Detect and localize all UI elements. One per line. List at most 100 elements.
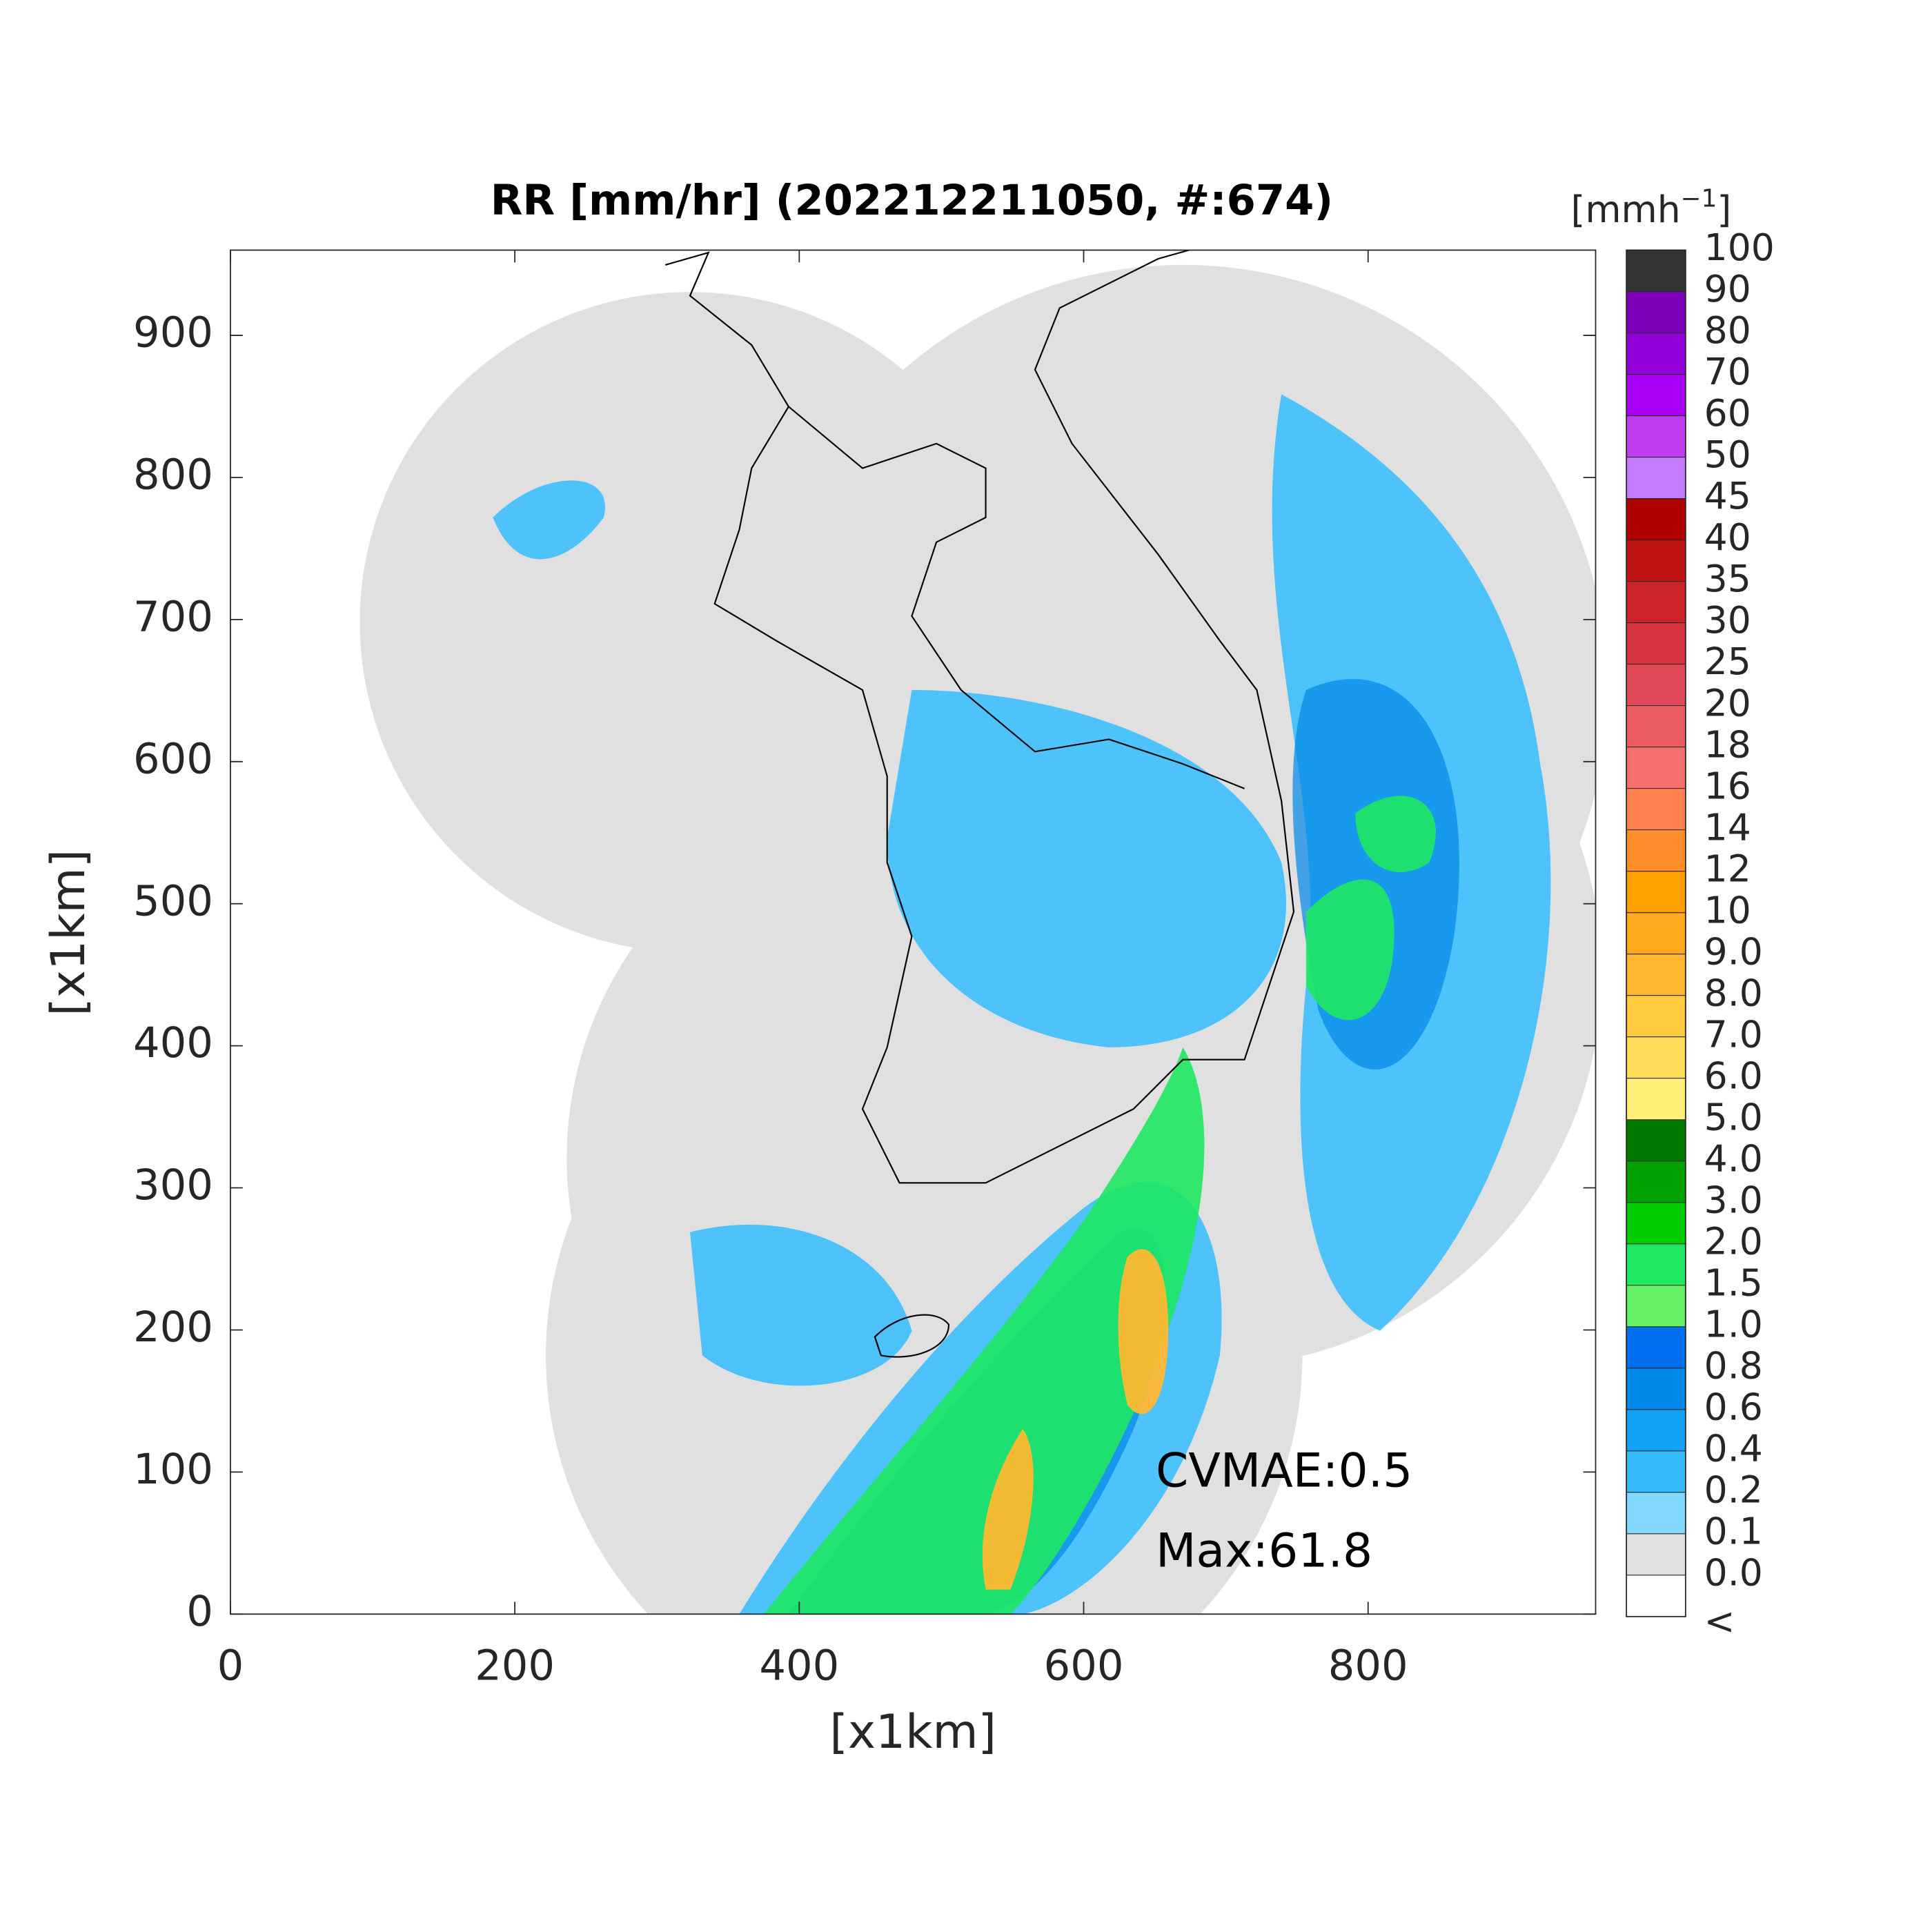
colorbar-tick-label: 1.5 [1704, 1261, 1763, 1304]
colorbar-tick-label: 40 [1704, 515, 1751, 559]
colorbar-segment [1626, 374, 1686, 416]
x-tick-label: 200 [475, 1642, 555, 1690]
colorbar-segment [1626, 954, 1686, 996]
colorbar-segment [1626, 1492, 1686, 1534]
colorbar-tick-label: 1.0 [1704, 1302, 1763, 1346]
colorbar-segment [1626, 415, 1686, 457]
y-axis-label: [x1km] [41, 849, 96, 1016]
colorbar-tick-label: 9.0 [1704, 929, 1763, 973]
colorbar-tick-label: 45 [1704, 474, 1751, 518]
colorbar-segment [1626, 250, 1686, 292]
y-tick-label: 500 [133, 877, 213, 925]
colorbar-segment [1626, 333, 1686, 375]
colorbar-tick-label: 0.8 [1704, 1343, 1763, 1387]
colorbar-tick-label: 5.0 [1704, 1095, 1763, 1138]
colorbar-segment [1626, 1533, 1686, 1575]
y-tick-label: 300 [133, 1161, 213, 1210]
colorbar-tick-label: 25 [1704, 640, 1751, 683]
colorbar-tick-label: 18 [1704, 722, 1751, 766]
colorbar-tick-label: 0.2 [1704, 1468, 1763, 1511]
colorbar-tick-label: 0.4 [1704, 1426, 1763, 1470]
annotation: Max:61.8 [1156, 1524, 1372, 1578]
y-tick-label: 0 [186, 1588, 213, 1636]
colorbar-tick-label: 16 [1704, 764, 1751, 807]
colorbar-tick-label: 20 [1704, 681, 1751, 724]
colorbar-tick-label: 50 [1704, 433, 1751, 476]
colorbar-segment [1626, 581, 1686, 623]
colorbar-segment [1626, 498, 1686, 540]
colorbar-tick-label: 14 [1704, 805, 1751, 849]
x-tick-label: 600 [1044, 1642, 1124, 1690]
colorbar-tick-label: 0.1 [1704, 1509, 1763, 1552]
y-tick-label: 800 [133, 451, 213, 500]
colorbar-segment [1626, 871, 1686, 913]
colorbar-tick-label: 0.6 [1704, 1385, 1763, 1428]
colorbar-segment [1626, 1409, 1686, 1451]
radar-field [359, 250, 1596, 1615]
colorbar-segment [1626, 540, 1686, 582]
colorbar-tick-label: 8.0 [1704, 971, 1763, 1014]
colorbar-tick-label: 100 [1704, 226, 1775, 269]
colorbar-tick-label: 80 [1704, 308, 1751, 352]
rain-heavy [764, 796, 1436, 1615]
colorbar-segment [1626, 1119, 1686, 1161]
x-tick-label: 800 [1328, 1642, 1408, 1690]
colorbar-segment [1626, 1285, 1686, 1327]
colorbar-tick-label: 10 [1704, 888, 1751, 931]
colorbar-tick-label: 2.0 [1704, 1219, 1763, 1263]
colorbar-tick-label: 60 [1704, 391, 1751, 435]
axes-frame [230, 249, 1597, 1615]
colorbar-segment [1626, 1243, 1686, 1285]
y-tick-label: 900 [133, 309, 213, 357]
annotation: CVMAE:0.5 [1156, 1443, 1412, 1498]
rain-intense [982, 1249, 1169, 1590]
chart-title: RR [mm/hr] (202212211050, #:674) [491, 177, 1333, 225]
colorbar-tick-label: 7.0 [1704, 1012, 1763, 1056]
colorbar-segment [1626, 995, 1686, 1037]
y-tick-label: 100 [133, 1446, 213, 1494]
colorbar: 100908070605045403530252018161412109.08.… [1626, 226, 1775, 1643]
colorbar-segment [1626, 664, 1686, 706]
colorbar-segment [1626, 1078, 1686, 1120]
colorbar-segment [1626, 788, 1686, 830]
colorbar-tick-label: 30 [1704, 598, 1751, 642]
x-tick-label: 400 [759, 1642, 839, 1690]
y-tick-label: 600 [133, 735, 213, 783]
y-tick-label: 700 [133, 593, 213, 641]
colorbar-tick-label: 90 [1704, 267, 1751, 310]
colorbar-label-exponent: −1 [1681, 184, 1717, 213]
colorbar-segment [1626, 1161, 1686, 1203]
colorbar-segment [1626, 457, 1686, 499]
coastline [664, 250, 1295, 1358]
colorbar-segment [1626, 1202, 1686, 1244]
colorbar-tick-label: 6.0 [1704, 1054, 1763, 1097]
colorbar-tick-label: 0.0 [1704, 1550, 1763, 1594]
colorbar-tick-label: 3.0 [1704, 1178, 1763, 1221]
colorbar-segment [1626, 705, 1686, 747]
colorbar-segment [1626, 622, 1686, 664]
y-tick-label: 200 [133, 1303, 213, 1352]
colorbar-tick-label: 35 [1704, 557, 1751, 600]
colorbar-segment [1626, 747, 1686, 789]
colorbar-tick-label: 4.0 [1704, 1136, 1763, 1180]
x-axis-label: [x1km] [829, 1705, 996, 1759]
colorbar-segment [1626, 1368, 1686, 1410]
colorbar-tick-label: 70 [1704, 350, 1751, 393]
y-tick-label: 400 [133, 1019, 213, 1067]
colorbar-tick-label: 12 [1704, 847, 1751, 890]
colorbar-label: [mmh−1] [1570, 184, 1731, 231]
colorbar-under-label: < [1704, 1599, 1735, 1643]
colorbar-segment [1626, 1450, 1686, 1492]
colorbar-segment [1626, 1326, 1686, 1368]
colorbar-segment [1626, 291, 1686, 333]
colorbar-label-part: ] [1717, 188, 1731, 231]
x-tick-label: 0 [217, 1642, 244, 1690]
colorbar-segment [1626, 1575, 1686, 1617]
axis-ticks: 0 200 400 600 800 0 100 200 300 400 500 600 700 800 90… [133, 250, 1596, 1690]
colorbar-label-part: [mmh [1570, 188, 1680, 231]
colorbar-segment [1626, 829, 1686, 871]
colorbar-segment [1626, 1036, 1686, 1078]
colorbar-segment [1626, 912, 1686, 954]
